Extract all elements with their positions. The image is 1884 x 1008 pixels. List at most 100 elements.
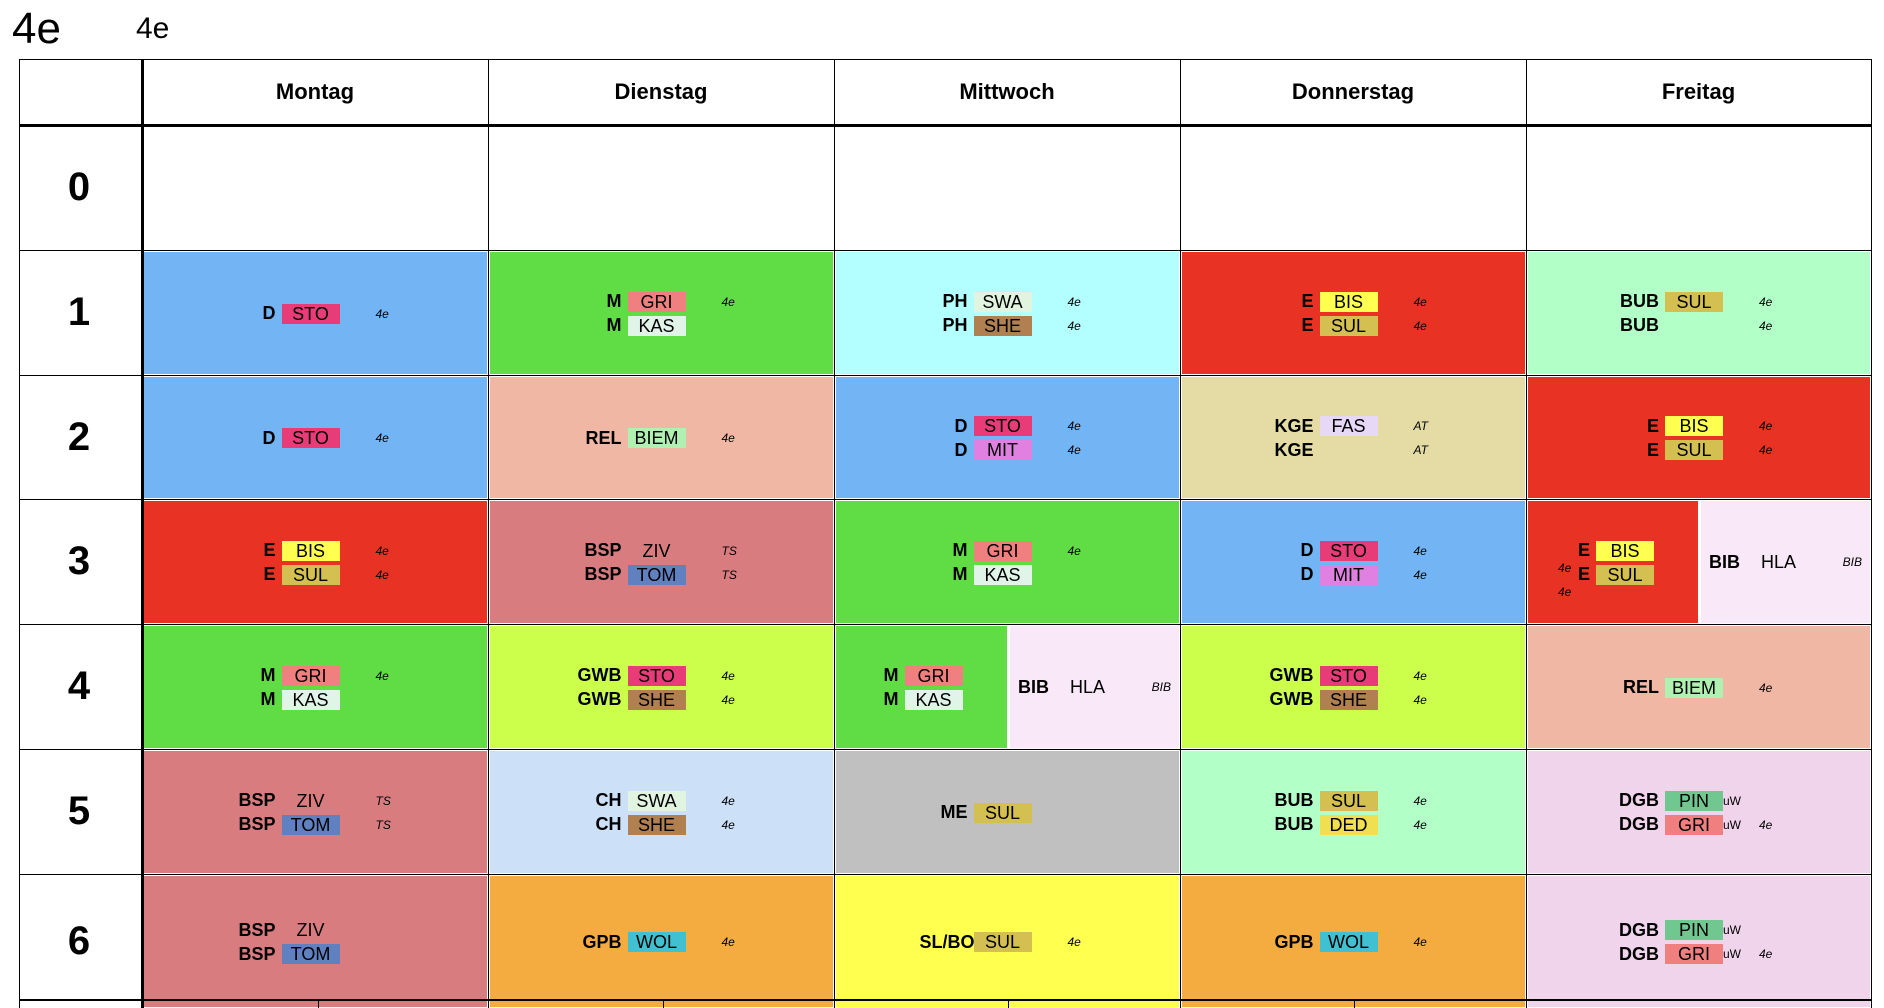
subject-code: GWB bbox=[1269, 689, 1314, 709]
day-header: Freitag bbox=[1661, 79, 1736, 104]
lesson-cell[interactable]: BUB SUL 4e BUB 4e bbox=[1528, 252, 1870, 374]
teacher-code: WOL bbox=[627, 932, 686, 952]
subject-code: BUB bbox=[1620, 315, 1659, 335]
lesson-cell[interactable]: BSP ZIV TS BSP TOM TS bbox=[144, 751, 487, 873]
teacher-code: STO bbox=[1319, 665, 1378, 686]
teacher-code: GRI bbox=[1665, 944, 1723, 964]
library-cell[interactable]: BIB HLA BIB bbox=[1010, 626, 1179, 748]
lesson-line: BSP ZIV bbox=[228, 920, 404, 941]
teacher-code: SUL bbox=[1665, 440, 1723, 460]
lesson-line: M GRI 4e bbox=[574, 291, 750, 312]
lesson-cell[interactable]: REL BIEM 4e bbox=[1528, 626, 1870, 748]
room-label: 4e bbox=[721, 668, 735, 683]
room-label: 4e bbox=[375, 431, 389, 445]
lesson-cell[interactable]: M GRI 4e M KAS bbox=[836, 501, 1179, 623]
room-label: TS bbox=[721, 543, 737, 558]
lesson-cell[interactable]: ME SUL bbox=[836, 751, 1179, 873]
lesson-cell[interactable]: DGB PIN uW DGB GRI uW 4e bbox=[1528, 751, 1870, 873]
teacher-code: BIS bbox=[1596, 540, 1654, 561]
room-label: 4e bbox=[1759, 294, 1773, 309]
lesson-cell[interactable]: M GRI 4e M KAS bbox=[490, 252, 833, 374]
room-label: TS bbox=[375, 793, 391, 808]
grid-line bbox=[19, 624, 1872, 625]
room-label: 4e bbox=[1759, 443, 1773, 457]
teacher-code: KAS bbox=[973, 564, 1032, 585]
lesson-cell[interactable]: PH SWA 4e PH SHE 4e bbox=[836, 252, 1179, 374]
lesson-cell[interactable]: M GRI 4e M KAS bbox=[144, 626, 487, 748]
lesson-line: BUB SUL 4e bbox=[1611, 291, 1787, 312]
lesson-cell[interactable]: D STO 4e bbox=[144, 377, 487, 498]
teacher-code: BIS bbox=[1665, 416, 1723, 436]
room-label: 4e bbox=[721, 935, 735, 949]
teacher-code: SHE bbox=[1319, 689, 1378, 710]
grid-line bbox=[663, 999, 664, 1008]
lesson-cell[interactable]: GWB STO 4e GWB SHE 4e bbox=[490, 626, 833, 748]
room-label: 4e bbox=[1759, 680, 1773, 695]
teacher-code: ZIV bbox=[642, 540, 671, 561]
room-label: 4e bbox=[721, 431, 735, 445]
subject-code: DGB bbox=[1619, 943, 1659, 964]
subject-code: E bbox=[1646, 439, 1659, 460]
subject-code: BSP bbox=[584, 564, 622, 584]
lesson-cell[interactable]: E BIS 4e E SUL 4e bbox=[144, 501, 487, 623]
subject-code: E bbox=[1577, 564, 1590, 584]
subject-code: M bbox=[260, 665, 276, 685]
lesson-line: ME SUL bbox=[920, 802, 1096, 823]
teacher-code: TOM bbox=[281, 944, 340, 964]
teacher-code: ZIV bbox=[296, 790, 325, 811]
lesson-cell[interactable]: E BIS 4e E SUL 4e bbox=[1528, 377, 1870, 498]
lesson-cell[interactable]: BUB SUL 4e BUB DED 4e bbox=[1182, 751, 1525, 873]
note-label: uW bbox=[1723, 793, 1741, 808]
subject-code: REL bbox=[585, 427, 622, 448]
teacher-code: KAS bbox=[904, 689, 963, 710]
lesson-cell[interactable]: GPB WOL 4e bbox=[1182, 876, 1525, 1007]
lesson-line: REL BIEM 4e bbox=[574, 428, 750, 448]
subject-code: BUB bbox=[1274, 790, 1314, 810]
lesson-line: PH SWA 4e bbox=[920, 291, 1096, 312]
teacher-code: SUL bbox=[281, 564, 340, 585]
subject-code: E bbox=[263, 564, 276, 584]
lesson-cell[interactable]: E BIS 4e E SUL 4e bbox=[1528, 501, 1698, 623]
teacher-code: GRI bbox=[1665, 814, 1723, 835]
subject-code: ME bbox=[940, 802, 968, 822]
lesson-line: GWB STO 4e bbox=[574, 665, 750, 686]
lesson-cell[interactable]: D STO 4e D MIT 4e bbox=[836, 377, 1179, 498]
lesson-cell[interactable]: DGB PIN uW DGB GRI uW 4e bbox=[1528, 876, 1870, 1007]
day-header: Donnerstag bbox=[1291, 79, 1415, 104]
subject-code: GWB bbox=[577, 689, 622, 709]
period-number: 4 bbox=[67, 664, 91, 708]
day-header: Montag bbox=[275, 79, 355, 104]
teacher-code: STO bbox=[281, 303, 340, 324]
lesson-cell[interactable]: GWB STO 4e GWB SHE 4e bbox=[1182, 626, 1525, 748]
teacher-code: SWA bbox=[973, 291, 1032, 312]
lesson-cell[interactable]: D STO 4e bbox=[144, 252, 487, 374]
lesson-cell[interactable]: M GRI M KAS bbox=[836, 626, 1007, 748]
lesson-cell[interactable]: REL BIEM 4e bbox=[490, 377, 833, 498]
lesson-line: D STO 4e bbox=[228, 303, 404, 324]
lesson-line: BSP ZIV TS bbox=[574, 540, 750, 561]
teacher-code: STO bbox=[281, 428, 340, 448]
lesson-cell[interactable]: KGE FAS AT KGE AT bbox=[1182, 377, 1525, 498]
lesson-cell[interactable]: E BIS 4e E SUL 4e bbox=[1182, 252, 1525, 374]
room-label: 4e bbox=[721, 793, 735, 808]
lesson-cell[interactable]: SL/BO SUL 4e bbox=[836, 876, 1179, 1007]
teacher-code: BIS bbox=[1319, 291, 1378, 312]
lesson-line: GPB WOL 4e bbox=[1266, 932, 1442, 952]
subject-code: D bbox=[1300, 540, 1314, 560]
teacher-code: PIN bbox=[1665, 790, 1723, 811]
lesson-cell[interactable]: CH SWA 4e CH SHE 4e bbox=[490, 751, 833, 873]
teacher-code: STO bbox=[973, 416, 1032, 436]
period-number: 6 bbox=[67, 918, 91, 963]
lesson-cell[interactable]: GPB WOL 4e bbox=[490, 876, 833, 1007]
room-label: BIB bbox=[1842, 555, 1862, 569]
lesson-cell[interactable]: D STO 4e D MIT 4e bbox=[1182, 501, 1525, 623]
subject-code: D bbox=[954, 439, 968, 460]
lesson-line: M GRI 4e bbox=[920, 540, 1096, 561]
teacher-code: WOL bbox=[1319, 932, 1378, 952]
subject-code: M bbox=[883, 689, 899, 709]
lesson-cell[interactable]: BSP ZIV BSP TOM bbox=[144, 876, 487, 1007]
lesson-cell[interactable]: BSP ZIV TS BSP TOM TS bbox=[490, 501, 833, 623]
teacher-code: SUL bbox=[1596, 564, 1654, 585]
class-label: 4e bbox=[136, 12, 170, 45]
library-cell[interactable]: BIB HLA BIB bbox=[1701, 501, 1870, 623]
